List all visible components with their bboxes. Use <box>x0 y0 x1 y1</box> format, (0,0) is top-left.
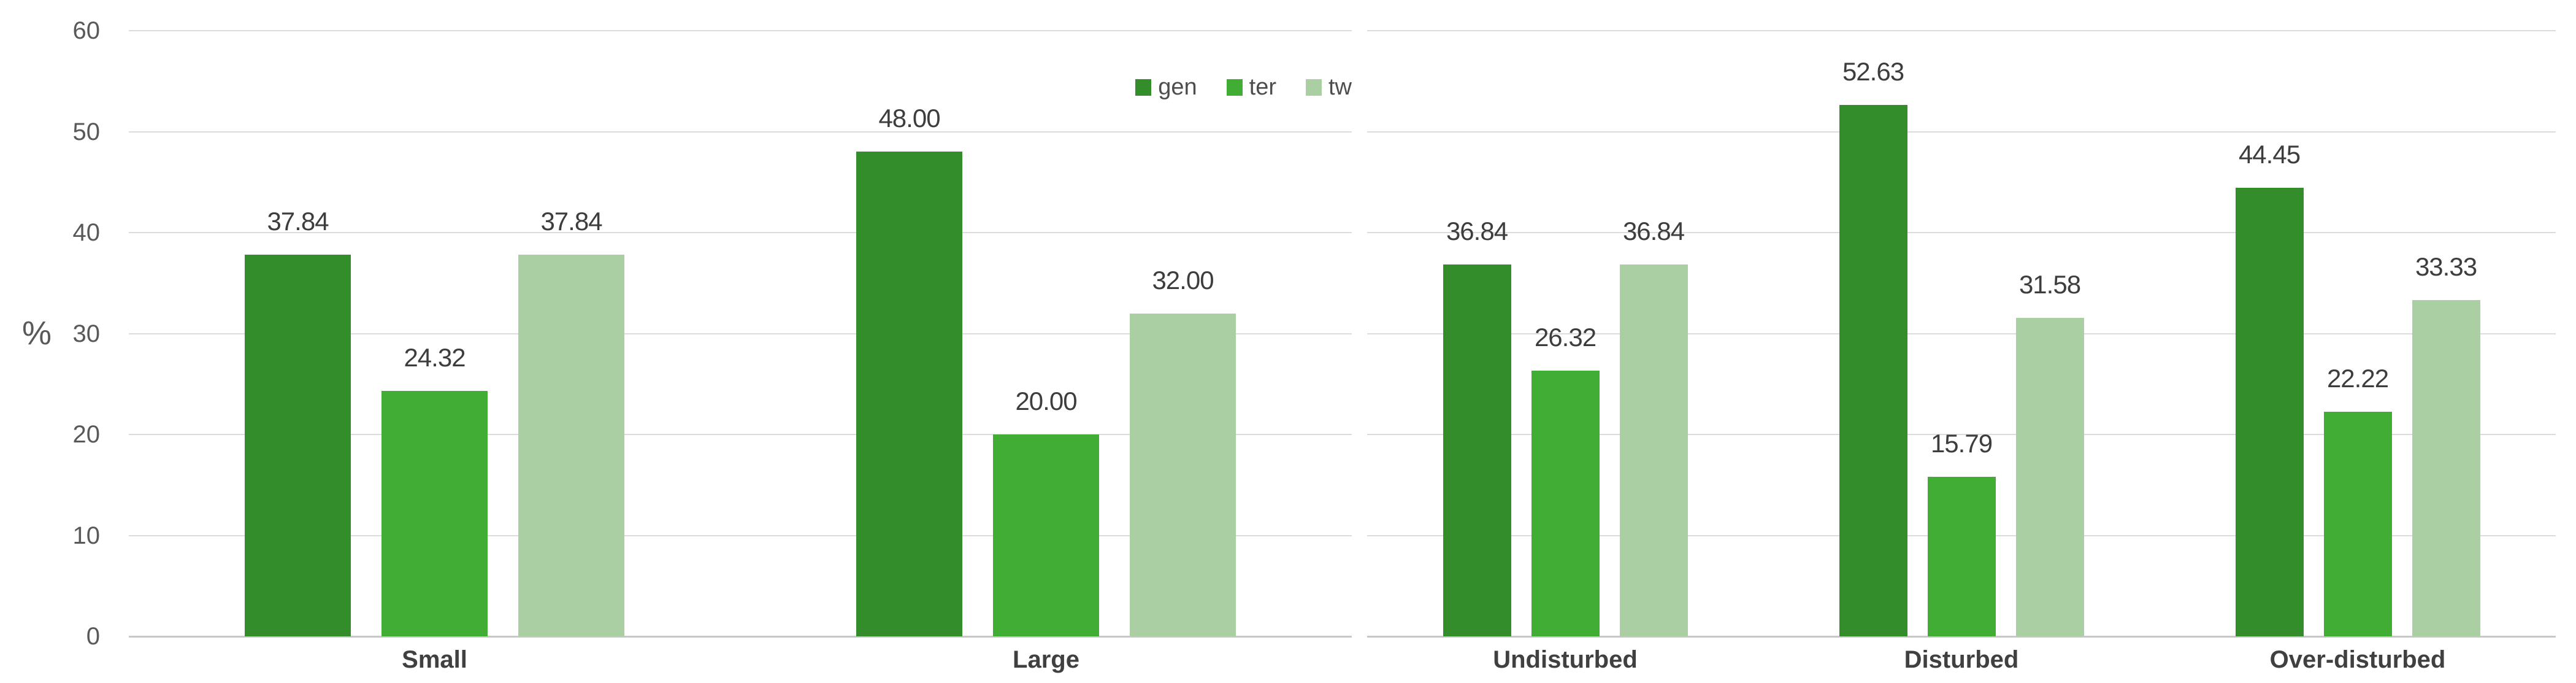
bar-tw <box>2412 299 2480 636</box>
gridline <box>1367 30 2556 31</box>
bar-ter <box>1927 477 1996 636</box>
bar-slot: 52.63 <box>1839 31 1907 636</box>
bar-group: 36.84 26.32 36.84 Undisturbed <box>1443 31 1688 673</box>
bar-group: 52.63 15.79 31.58 Disturbed <box>1839 31 2084 673</box>
y-axis-tick-label: 50 <box>72 118 101 145</box>
y-axis-tick-label: 30 <box>72 320 101 347</box>
y-axis-tick-label: 40 <box>72 219 101 246</box>
value-label: 24.32 <box>404 342 466 372</box>
category-label: Disturbed <box>1904 646 2019 673</box>
bar-gen <box>245 254 351 636</box>
bar-group: 48.00 20.00 32.00 Large <box>856 31 1236 673</box>
y-axis-tick-label: 20 <box>72 421 101 448</box>
chart-panel-size: 37.84 24.32 37.84 Small 48.00 20.00 32.00 Large… <box>129 30 1352 673</box>
bar-slot: 20.00 <box>993 31 1099 636</box>
bar-slot: 31.58 <box>2015 31 2084 636</box>
x-axis-line <box>129 636 1352 638</box>
bar-slot: 32.00 <box>1130 31 1236 636</box>
gridline <box>129 333 1352 334</box>
bar-slot: 37.84 <box>245 31 351 636</box>
bar-gen <box>2235 187 2304 636</box>
value-label: 52.63 <box>1842 57 1904 87</box>
legend-swatch-gen <box>1135 79 1152 96</box>
gridline <box>1367 333 2556 334</box>
bar-slot: 22.22 <box>2323 31 2392 636</box>
bar-group: 37.84 24.32 37.84 Small <box>245 31 624 673</box>
y-axis-tick-label: 60 <box>72 17 101 44</box>
legend: gen ter tw <box>1135 75 1352 99</box>
bar-ter <box>1531 371 1600 636</box>
bar-slot: 36.84 <box>1443 31 1511 636</box>
value-label: 22.22 <box>2326 364 2389 393</box>
value-label: 26.32 <box>1534 323 1597 352</box>
gridline <box>1367 131 2556 133</box>
value-label: 33.33 <box>2415 252 2477 281</box>
value-label: 32.00 <box>1152 265 1214 295</box>
bar-ter <box>381 390 488 636</box>
bar-slot: 24.32 <box>381 31 488 636</box>
bar-gen <box>1839 105 1907 636</box>
bar-slot: 48.00 <box>856 31 962 636</box>
legend-item-tw: tw <box>1306 75 1352 99</box>
bar-slot: 26.32 <box>1531 31 1600 636</box>
bar-slot: 36.84 <box>1619 31 1688 636</box>
bar-gen <box>1443 264 1511 636</box>
y-axis-unit-label: % <box>21 315 52 352</box>
bar-ter <box>2323 412 2392 636</box>
gridline <box>129 434 1352 435</box>
gridline <box>129 30 1352 31</box>
bar-slot: 44.45 <box>2235 31 2304 636</box>
bar-slot: 33.33 <box>2412 31 2480 636</box>
legend-label: tw <box>1328 74 1352 100</box>
legend-label: ter <box>1249 74 1276 100</box>
value-label: 31.58 <box>2018 269 2081 299</box>
bar-tw <box>1130 313 1236 636</box>
legend-item-gen: gen <box>1135 75 1197 99</box>
category-label: Undisturbed <box>1493 646 1638 673</box>
value-label: 15.79 <box>1930 429 1993 458</box>
bar-slot: 15.79 <box>1927 31 1996 636</box>
y-axis: 0 10 20 30 40 50 60 <box>0 0 101 683</box>
bar-tw <box>1619 264 1688 636</box>
value-label: 36.84 <box>1446 216 1508 245</box>
category-label: Over-disturbed <box>2269 646 2446 673</box>
legend-swatch-tw <box>1306 79 1322 96</box>
value-label: 20.00 <box>1015 387 1077 415</box>
y-axis-tick-label: 10 <box>72 522 101 549</box>
bar-tw <box>518 254 624 636</box>
value-label: 36.84 <box>1622 216 1685 245</box>
legend-swatch-ter <box>1226 79 1243 96</box>
x-axis-line <box>1367 636 2556 638</box>
legend-item-ter: ter <box>1226 74 1276 100</box>
bar-slot: 37.84 <box>518 31 624 636</box>
bar-ter <box>993 434 1099 636</box>
value-label: 48.00 <box>878 104 940 133</box>
value-label: 44.45 <box>2238 139 2301 169</box>
category-label: Small <box>402 646 467 673</box>
legend-label: gen <box>1158 74 1197 100</box>
bar-group: 44.45 22.22 33.33 Over-disturbed <box>2235 31 2480 673</box>
value-label: 37.84 <box>267 206 329 236</box>
gridline <box>1367 232 2556 233</box>
gridline <box>129 232 1352 233</box>
value-label: 37.84 <box>540 206 602 236</box>
gridline <box>129 534 1352 536</box>
bar-tw <box>2015 317 2084 636</box>
gridline <box>129 131 1352 133</box>
chart-panel-disturbance: 36.84 26.32 36.84 Undisturbed 52.63 15.79 31.5… <box>1367 30 2556 673</box>
gridline <box>1367 434 2556 435</box>
category-label: Large <box>1013 646 1079 673</box>
bar-gen <box>856 152 962 636</box>
y-axis-tick-label: 0 <box>86 623 100 650</box>
